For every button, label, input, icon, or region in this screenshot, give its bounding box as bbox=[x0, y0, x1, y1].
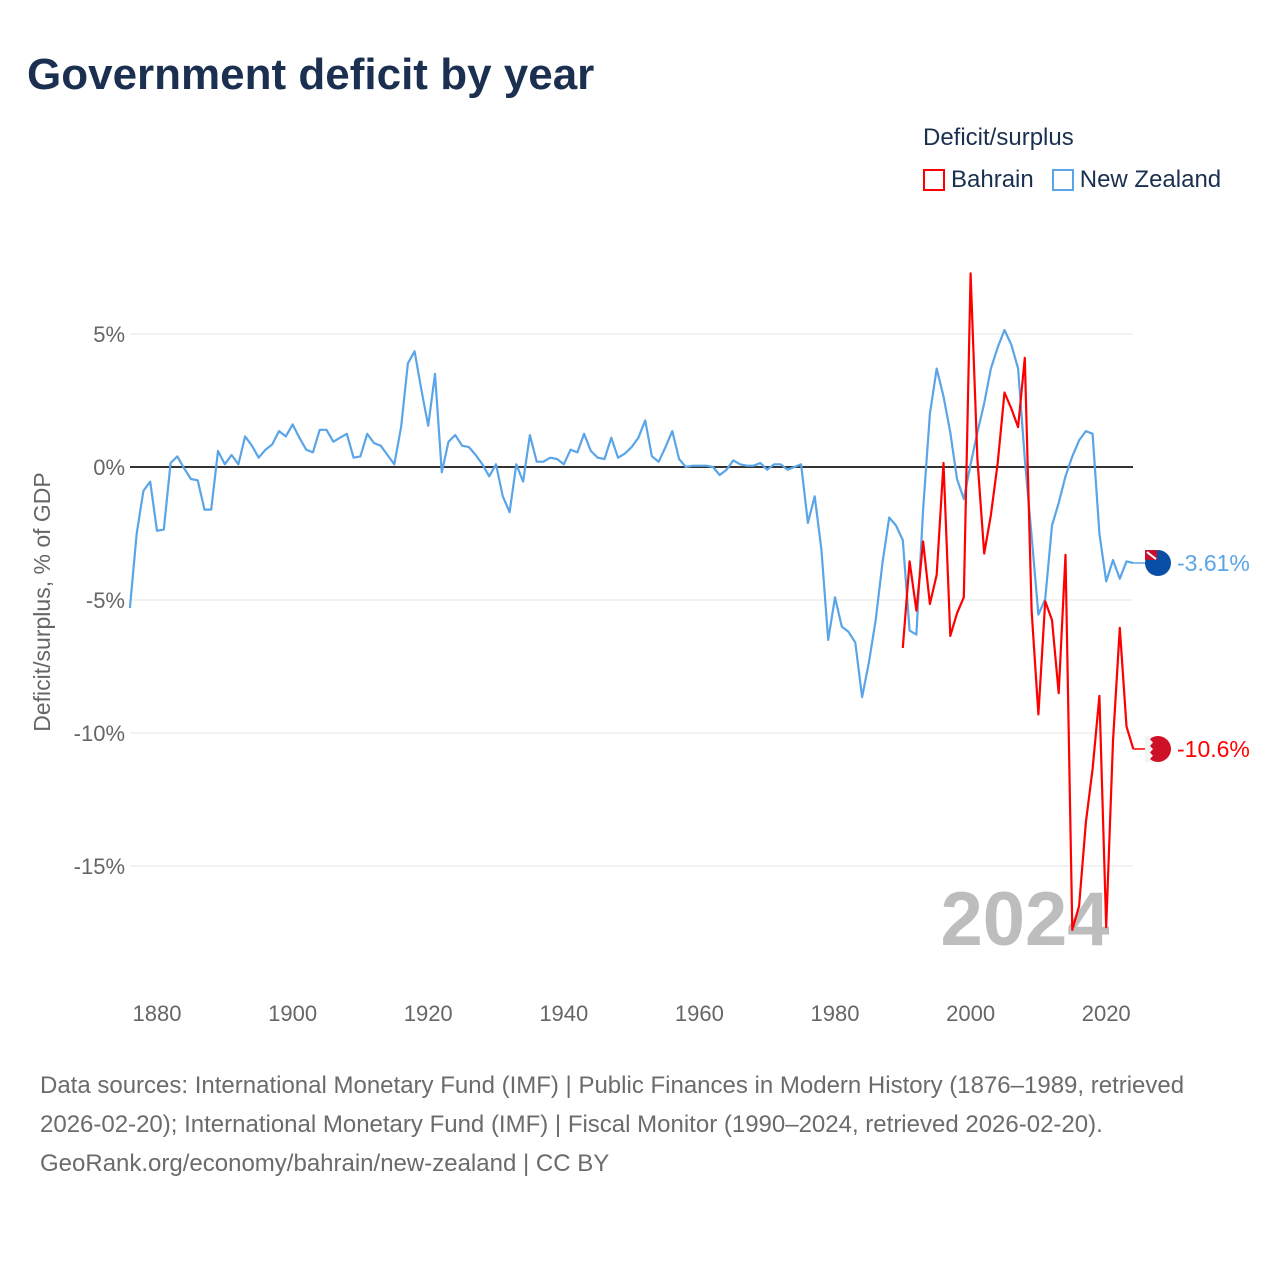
y-tick-label: -10% bbox=[74, 721, 125, 746]
series-line-bahrain bbox=[901, 272, 1135, 931]
data-sources: Data sources: International Monetary Fun… bbox=[40, 1072, 1185, 1138]
legend-item-new-zealand[interactable]: New Zealand bbox=[1051, 166, 1222, 194]
series-line-new-zealand bbox=[128, 328, 1134, 699]
flag-bahrain-icon bbox=[1145, 735, 1171, 763]
year-watermark: 2024 bbox=[940, 877, 1109, 962]
x-tick-label: 2020 bbox=[1082, 1001, 1131, 1026]
x-tick-label: 1980 bbox=[811, 1001, 860, 1026]
y-tick-label: -15% bbox=[74, 854, 125, 879]
legend-item-bahrain[interactable]: Bahrain bbox=[923, 166, 1034, 194]
flag-nz-cross bbox=[1146, 551, 1157, 560]
legend-label-new-zealand: New Zealand bbox=[1079, 166, 1222, 193]
x-tick-label: 1960 bbox=[675, 1001, 724, 1026]
legend-swatch-new-zealand bbox=[1051, 169, 1074, 191]
flag-new-zealand-icon bbox=[1145, 550, 1171, 577]
legend-label-bahrain: Bahrain bbox=[951, 166, 1034, 193]
x-tick-label: 1900 bbox=[268, 1001, 317, 1026]
y-tick-label: -5% bbox=[86, 588, 125, 613]
end-value-label-bahrain: -10.6% bbox=[1177, 736, 1250, 762]
y-tick-label: 5% bbox=[93, 322, 125, 347]
x-tick-label: 1940 bbox=[539, 1001, 588, 1026]
y-tick-label: 0% bbox=[93, 455, 125, 480]
line-chart: 5% 0% -5% -10% -15% 1880 1900 1920 1940 1960 1980 2… bbox=[29, 272, 1250, 1026]
legend: Bahrain New Zealand bbox=[923, 166, 1221, 194]
footer: Data sources: International Monetary Fun… bbox=[40, 1066, 1240, 1183]
y-axis-label: Deficit/surplus, % of GDP bbox=[29, 472, 55, 731]
legend-title: Deficit/surplus bbox=[923, 124, 1074, 151]
x-tick-label: 1920 bbox=[404, 1001, 453, 1026]
end-value-label-new-zealand: -3.61% bbox=[1177, 550, 1250, 576]
chart-title: Government deficit by year bbox=[27, 50, 595, 99]
credit-link[interactable]: GeoRank.org/economy/bahrain/new-zealand … bbox=[40, 1150, 610, 1177]
legend-swatch-bahrain bbox=[923, 169, 945, 191]
x-tick-label: 2000 bbox=[946, 1001, 995, 1026]
x-tick-label: 1880 bbox=[133, 1001, 182, 1026]
flag-bh-white bbox=[1145, 735, 1153, 763]
